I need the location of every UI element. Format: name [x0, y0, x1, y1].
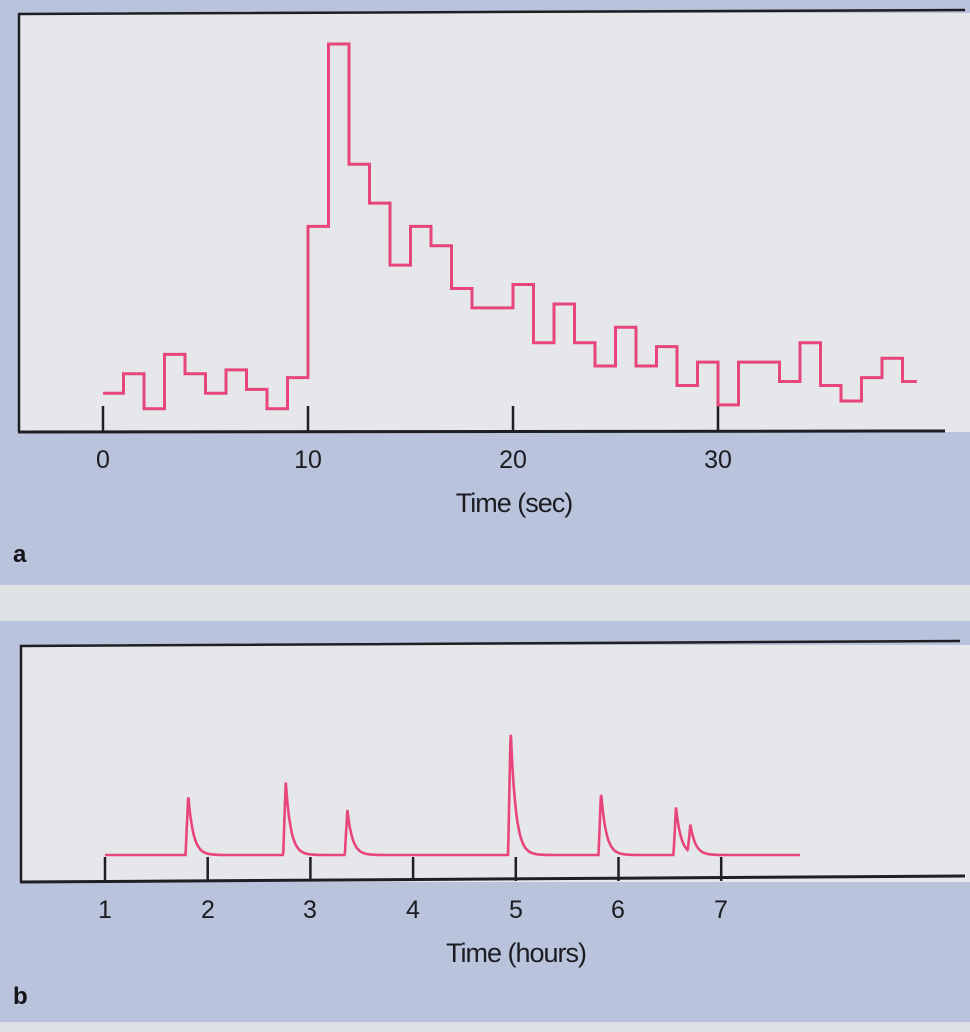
tick-label-b: 1 [98, 896, 112, 924]
step-trace-a [103, 42, 917, 411]
plot-area-a [18, 13, 970, 432]
frame-b [19, 639, 961, 882]
panel-label-a: a [13, 541, 27, 568]
tick-label-a: 10 [294, 446, 322, 474]
x-axis-title-b: Time (hours) [446, 938, 586, 968]
panel-a: 0 10 20 30 Time (sec) a [13, 8, 970, 568]
tick-label-b: 3 [303, 896, 317, 924]
tick-label-b: 2 [201, 896, 215, 924]
plot-area-b [20, 645, 970, 882]
frame-a [17, 8, 966, 432]
tick-label-b: 4 [406, 896, 420, 924]
tick-label-a: 0 [96, 446, 110, 474]
x-axis-a [17, 429, 946, 434]
tick-label-b: 5 [509, 896, 523, 924]
panel-b: 1 2 3 4 5 6 7 Time (hours) b [13, 639, 970, 1010]
tick-label-b: 6 [611, 896, 625, 924]
panel-label-b: b [13, 983, 28, 1010]
separator-strip [0, 585, 970, 621]
bottom-strip [0, 1022, 970, 1032]
tick-label-a: 20 [499, 446, 527, 474]
x-axis-title-a: Time (sec) [456, 488, 573, 518]
x-axis-b [19, 874, 966, 884]
tick-label-b: 7 [714, 896, 728, 924]
tick-label-a: 30 [704, 446, 732, 474]
burst-trace-b [105, 734, 801, 857]
